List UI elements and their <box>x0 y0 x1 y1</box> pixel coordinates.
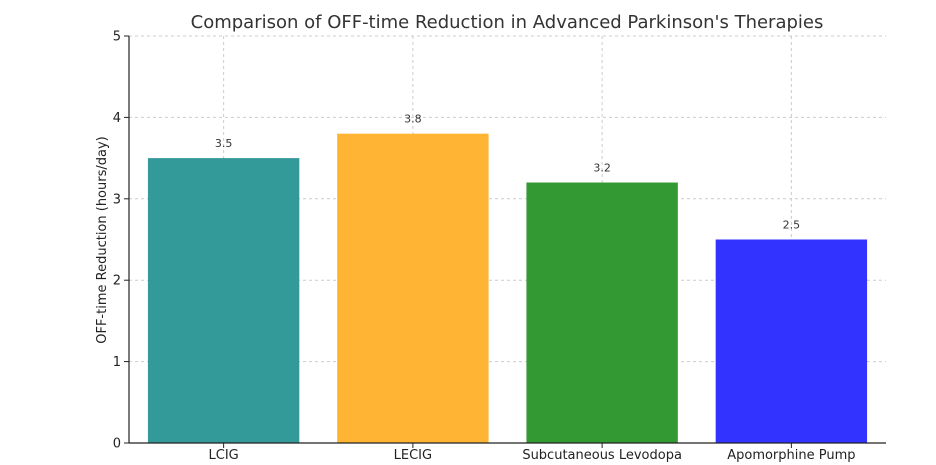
bar-value-label: 3.5 <box>215 137 233 150</box>
bar-value-label: 2.5 <box>783 219 801 232</box>
bar-subcutaneous-levodopa <box>526 182 678 443</box>
bar-apomorphine-pump <box>715 239 868 443</box>
bar-lcig <box>147 158 300 443</box>
y-tick-label: 4 <box>113 111 121 126</box>
bar-lecig <box>337 133 489 443</box>
labels: 0 1 2 3 4 5 3.5 LCIG 3.8 LECIG 3.2 Subcutaneous Lev… <box>113 30 856 464</box>
bar-value-label: 3.8 <box>404 113 422 126</box>
chart-title: Comparison of OFF-time Reduction in Adva… <box>191 12 824 33</box>
y-tick-label: 5 <box>113 30 121 45</box>
x-tick-label: LCIG <box>209 448 239 463</box>
y-tick-label: 1 <box>113 355 121 370</box>
x-tick-label: Apomorphine Pump <box>727 448 855 463</box>
y-axis-label: OFF-time Reduction (hours/day) <box>95 136 110 344</box>
y-tick-label: 0 <box>113 437 121 452</box>
x-tick-label: Subcutaneous Levodopa <box>522 448 682 463</box>
y-tick-label: 2 <box>113 274 121 289</box>
bar-value-label: 3.2 <box>593 162 611 175</box>
bars <box>147 133 868 443</box>
x-tick-label: LECIG <box>394 448 432 463</box>
y-tick-label: 3 <box>113 192 121 207</box>
axes <box>124 35 886 448</box>
